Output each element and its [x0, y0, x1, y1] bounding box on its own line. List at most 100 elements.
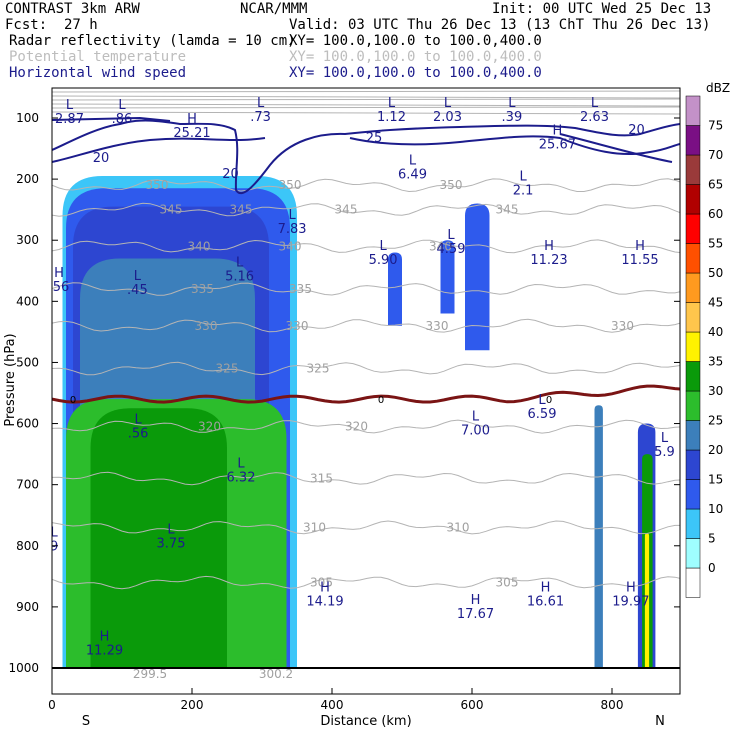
colorbar-swatch-4	[685, 449, 701, 480]
theta-upper-line-3	[52, 103, 680, 107]
annotation-type-13: L	[447, 228, 455, 243]
annotation-type-15: H	[635, 239, 645, 254]
annotation-value-30: 9	[50, 540, 58, 555]
reflectivity-cell-6	[388, 252, 402, 326]
theta-label-305-0: 305	[310, 575, 333, 589]
theta-contours: 350 350 350 345 345 345 345 340 340 340 335 335 330 3…	[52, 90, 680, 589]
zero-isotherm-label-0: 0	[70, 395, 76, 406]
annotation-type-10: L	[519, 169, 527, 184]
colorbar-label-5: 5	[708, 532, 716, 546]
annotation-value-13: 4.59	[437, 242, 466, 257]
annotation-value-7: 2.63	[580, 110, 609, 125]
annotation-type-30: L	[50, 526, 58, 541]
theta-label-320-1: 320	[345, 420, 368, 434]
theta-label-350-1: 350	[279, 178, 302, 192]
theta-label-325-0: 325	[216, 362, 239, 376]
bottom-theta-label-1: 300.2	[259, 667, 293, 681]
field-name-reflectivity: Radar reflectivity (lamda = 10 cm)	[9, 33, 296, 49]
annotation-type-25: H	[320, 581, 330, 596]
colorbar-unit: dBZ	[706, 81, 730, 95]
annotation-value-22: 5.9	[654, 445, 675, 460]
bottom-theta-label-0: 299.5	[133, 667, 167, 681]
theta-label-345-1: 345	[230, 203, 253, 217]
end-label-right: N	[655, 714, 665, 729]
x-tick-label-200: 200	[181, 698, 204, 712]
annotation-type-4: L	[388, 96, 396, 111]
x-tick-label-0: 0	[48, 698, 56, 712]
colorbar-swatch-6	[685, 390, 701, 421]
annotation-type-29: H	[100, 630, 110, 645]
colorbar-label-75: 75	[708, 119, 723, 133]
wind-label-2: 20	[628, 123, 645, 138]
annotation-type-1: L	[118, 98, 126, 113]
theta-line-320	[52, 419, 680, 434]
annotation-value-0: 2.87	[55, 112, 84, 127]
colorbar-swatch-10	[685, 272, 701, 303]
theta-upper-line-1	[52, 95, 680, 99]
field-name-wind: Horizontal wind speed	[9, 65, 187, 81]
y-tick-label-500: 500	[16, 355, 39, 369]
annotation-value-5: 2.03	[433, 110, 462, 125]
annotation-type-27: H	[541, 581, 551, 596]
colorbar-label-10: 10	[708, 502, 723, 516]
theta-label-345-2: 345	[335, 203, 358, 217]
wind-label-0: 20	[93, 151, 110, 166]
theta-label-310-0: 310	[303, 520, 326, 534]
colorbar-label-0: 0	[708, 561, 716, 575]
colorbar-swatch-14	[685, 154, 701, 185]
reflectivity-cell-9	[594, 405, 603, 668]
colorbar-swatch-8	[685, 331, 701, 362]
zero-isotherm: 0 0 0	[52, 384, 680, 406]
theta-upper-line-4	[52, 106, 680, 109]
annotation-value-17: .45	[127, 283, 148, 298]
annotation-value-1: .86	[112, 112, 133, 127]
annotation-type-28: H	[626, 581, 636, 596]
annotation-type-3: L	[257, 96, 265, 111]
annotation-value-27: 16.61	[527, 595, 564, 610]
colorbar-swatch-12	[685, 213, 701, 244]
y-tick-label-800: 800	[16, 539, 39, 553]
theta-label-330-0: 330	[195, 319, 218, 333]
colorbar-label-40: 40	[708, 325, 723, 339]
init-time: Init: 00 UTC Wed 25 Dec 13	[492, 1, 712, 17]
model-source: NCAR/MMM	[240, 1, 308, 17]
annotation-value-26: 17.67	[457, 607, 494, 622]
x-axis-title: Distance (km)	[320, 714, 411, 729]
annotation-type-20: L	[538, 393, 546, 408]
theta-label-340-1: 340	[279, 239, 302, 253]
annotation-type-0: L	[66, 98, 74, 113]
field-xy-wind: XY= 100.0,100.0 to 100.0,400.0	[289, 65, 542, 81]
wind-contour-2	[349, 135, 680, 155]
x-tick-label-800: 800	[601, 698, 624, 712]
annotation-value-18: .56	[49, 280, 70, 295]
annotation-type-18: H	[54, 266, 64, 281]
annotation-value-3: .73	[250, 110, 271, 125]
theta-label-335-0: 335	[191, 282, 214, 296]
forecast-hour: 27 h	[64, 17, 98, 33]
wind-label-3: 25	[366, 131, 383, 146]
annotation-value-29: 11.29	[86, 644, 123, 659]
wind-contour-3	[559, 133, 673, 163]
annotation-value-10: 2.1	[513, 183, 534, 198]
theta-label-330-1: 330	[286, 319, 309, 333]
end-label-left: S	[82, 714, 90, 729]
wind-contour-0	[52, 119, 680, 195]
theta-line-350	[52, 178, 680, 193]
theta-label-350-0: 350	[146, 178, 169, 192]
valid-time: Valid: 03 UTC Thu 26 Dec 13 (13 ChT Thu …	[289, 17, 711, 33]
colorbar-swatch-13	[685, 184, 701, 215]
annotation-type-6: L	[508, 96, 516, 111]
colorbar-label-50: 50	[708, 266, 723, 280]
annotation-value-15: 11.55	[621, 253, 658, 268]
x-tick-label-600: 600	[461, 698, 484, 712]
colorbar: dBZ 0 5 10 15 20 25 30 35 40 45 50 55 60 65 70 75	[685, 81, 730, 598]
theta-label-335-1: 335	[289, 282, 312, 296]
theta-line-310	[52, 520, 680, 535]
annotation-type-5: L	[444, 96, 452, 111]
annotation-value-9: 6.49	[398, 167, 427, 182]
colorbar-swatch-16	[685, 95, 701, 126]
annotation-value-8: 25.67	[539, 138, 576, 153]
wind-contour-4	[52, 116, 171, 122]
annotation-value-14: 11.23	[530, 253, 567, 268]
